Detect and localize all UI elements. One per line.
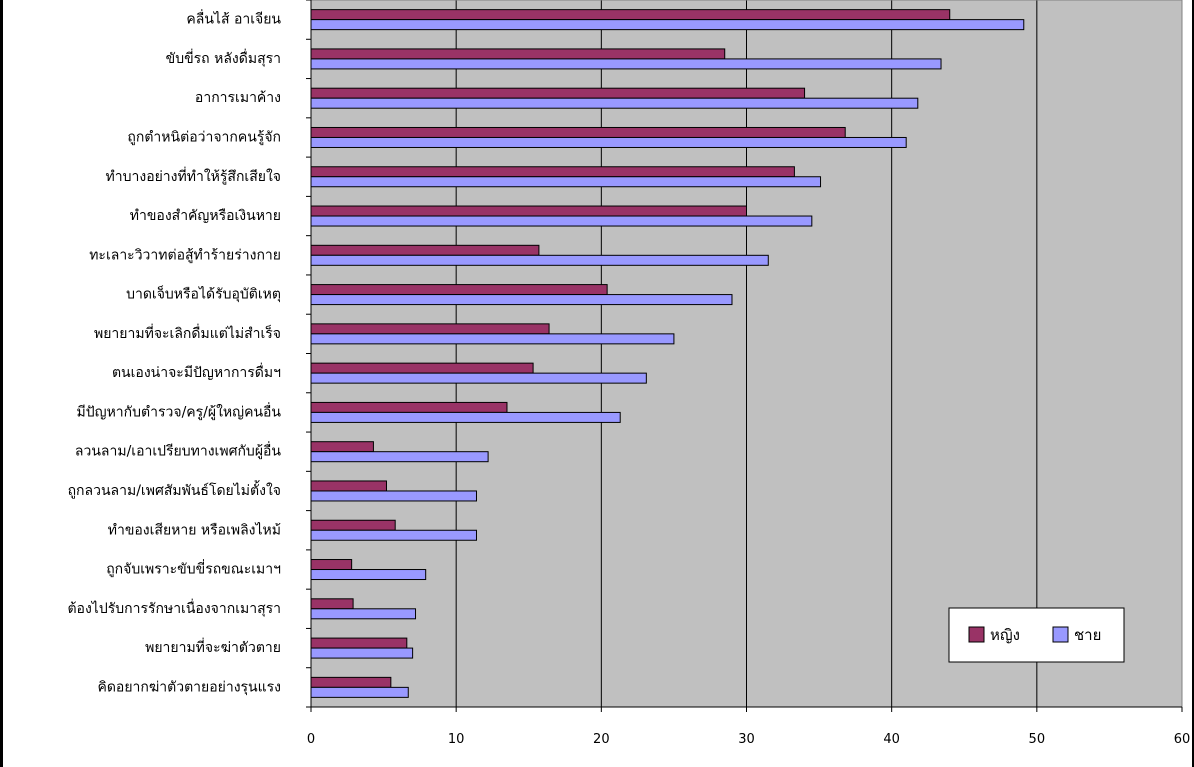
category-label: ถูกลวนลาม/เพศสัมพันธ์โดยไม่ตั้งใจ — [68, 480, 281, 499]
bar-female — [310, 126, 846, 138]
x-tick-label: 30 — [738, 732, 755, 747]
x-tick-label: 10 — [448, 732, 465, 747]
legend-swatch-female — [968, 626, 985, 643]
category-label: ทำบางอย่างที่ทำให้รู้สึกเสียใจ — [106, 167, 281, 185]
x-tick-label: 20 — [593, 732, 610, 747]
bar-male — [310, 333, 675, 345]
legend-swatch-male — [1052, 626, 1069, 643]
bar-male — [310, 529, 477, 541]
bar-male — [310, 569, 427, 581]
bar-female — [310, 87, 806, 99]
bar-female — [310, 637, 408, 649]
category-label: พยายามที่จะฆ่าตัวตาย — [145, 638, 281, 656]
bar-female — [310, 676, 392, 688]
category-label: ลวนลาม/เอาเปรียบทางเพศกับผู้อื่น — [75, 442, 282, 460]
category-label: คลื่นไส้ อาเจียน — [186, 10, 281, 28]
legend-label-female: หญิง — [990, 626, 1020, 644]
bar-male — [310, 215, 813, 227]
bar-male — [310, 490, 477, 502]
category-label: อาการเมาค้าง — [195, 90, 281, 106]
category-label: ทำของสำคัญหรือเงินหาย — [130, 208, 281, 224]
category-label: บาดเจ็บหรือได้รับอุบัติเหตุ — [126, 285, 281, 303]
bar-female — [310, 205, 747, 217]
bar-female — [310, 166, 795, 178]
bar-male — [310, 254, 769, 266]
bar-male — [310, 608, 417, 620]
legend-label-male: ชาย — [1074, 626, 1101, 644]
bar-male — [310, 451, 489, 463]
bar-male — [310, 97, 919, 109]
category-label: ทำของเสียหาย หรือเพลิงไหม้ — [108, 521, 281, 538]
x-tick-label: 50 — [1029, 732, 1046, 747]
category-label: ถูกตำหนิต่อว่าจากคนรู้จัก — [127, 129, 281, 145]
bar-male — [310, 19, 1025, 31]
bar-female — [310, 480, 387, 492]
bar-male — [310, 58, 942, 70]
bar-male — [310, 686, 409, 698]
bar-female — [310, 401, 508, 413]
bar-female — [310, 441, 374, 453]
bar-female — [310, 9, 951, 21]
category-label: พยายามที่จะเลิกดื่มแต่ไม่สำเร็จ — [94, 324, 281, 342]
x-tick-label: 0 — [307, 732, 315, 747]
bar-female — [310, 48, 726, 60]
category-label: ตนเองน่าจะมีปัญหาการดื่มฯ — [112, 363, 281, 381]
bar-female — [310, 362, 534, 374]
bar-male — [310, 176, 822, 188]
x-tick-label: 60 — [1174, 732, 1191, 747]
x-tick-label: 40 — [883, 732, 900, 747]
category-label: คิดอยากฆ่าตัวตายอย่างรุนแรง — [97, 679, 281, 695]
bar-male — [310, 136, 907, 148]
bar-female — [310, 284, 608, 296]
bar-female — [310, 519, 396, 531]
category-label: มีปัญหากับตำรวจ/ครู/ผู้ใหญ่คนอื่น — [77, 402, 282, 420]
bar-female — [310, 598, 354, 610]
bar-female — [310, 559, 353, 571]
category-label: ถูกจับเพราะขับขี่รถขณะเมาฯ — [106, 560, 281, 578]
bar-male — [310, 372, 647, 384]
bar-female — [310, 323, 550, 335]
category-label: ขับขี่รถ หลังดื่มสุรา — [166, 49, 281, 67]
bar-female — [310, 244, 540, 256]
category-label: ทะเลาะวิวาทต่อสู้ทำร้ายร่างกาย — [89, 247, 281, 263]
bar-male — [310, 294, 733, 306]
category-label: ต้องไปรับการรักษาเนื่องจากเมาสุรา — [67, 599, 281, 617]
bar-male — [310, 411, 621, 423]
bar-male — [310, 647, 414, 659]
